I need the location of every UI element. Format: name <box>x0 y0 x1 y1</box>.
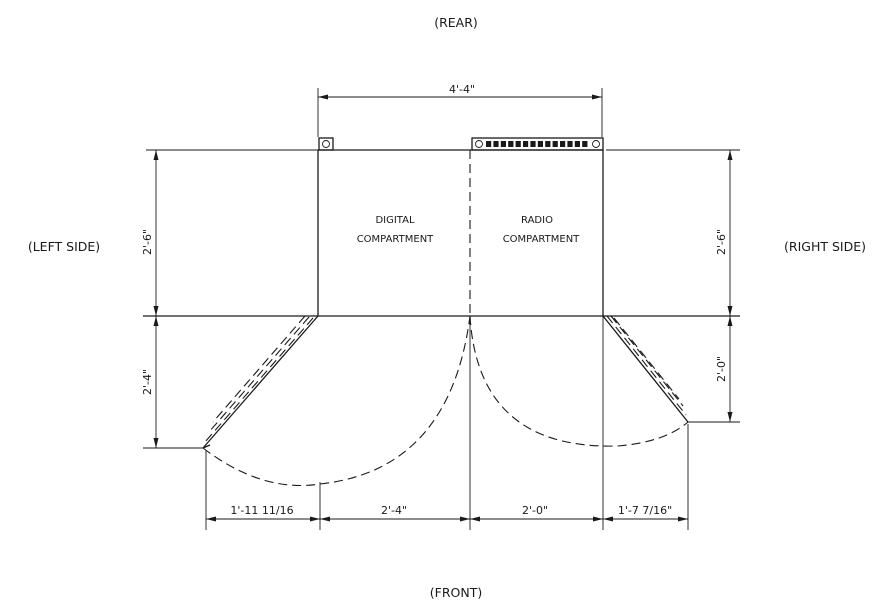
bottom-dim-4: 1'-7 7/16" <box>618 504 672 517</box>
left-door-depth-text: 2'-4" <box>141 369 154 395</box>
terminal-cell <box>582 141 588 147</box>
terminal-cell <box>560 141 566 147</box>
radio-compartment-line2: COMPARTMENT <box>503 234 580 245</box>
terminal-cell <box>530 141 536 147</box>
overall-width-dimension: 4'-4" <box>317 83 603 137</box>
right-door-swing-arc <box>469 315 689 447</box>
left-door-swing-arc <box>202 315 471 487</box>
right-door-depth-dimension: 2'-0" <box>715 316 733 422</box>
terminal-cell <box>523 141 529 147</box>
digital-compartment-line1: DIGITAL <box>375 215 415 226</box>
terminal-cell <box>500 141 506 147</box>
left-depth-text: 2'-6" <box>141 229 154 255</box>
terminal-cell <box>515 141 521 147</box>
terminal-cell <box>574 141 580 147</box>
bottom-dim-1: 1'-11 11/16 <box>230 504 293 517</box>
left-door <box>202 315 319 449</box>
front-label: (FRONT) <box>430 585 482 600</box>
terminal-cell <box>486 141 492 147</box>
terminal-cell <box>545 141 551 147</box>
terminal-cell <box>567 141 573 147</box>
bottom-dim-2: 2'-4" <box>381 504 407 517</box>
left-connector-block <box>318 137 334 151</box>
left-door-depth-dimension: 2'-4" <box>141 316 159 448</box>
bottom-dim-3: 2'-0" <box>522 504 548 517</box>
terminal-cell <box>493 141 499 147</box>
right-depth-dimension: 2'-6" <box>715 150 733 316</box>
right-side-label: (RIGHT SIDE) <box>784 239 866 254</box>
left-side-label: (LEFT SIDE) <box>28 239 100 254</box>
overall-width-text: 4'-4" <box>449 83 475 96</box>
right-door <box>602 315 689 423</box>
terminal-cell <box>537 141 543 147</box>
rear-label: (REAR) <box>434 15 478 30</box>
bottom-dimension-chain: 1'-11 11/16 2'-4" 2'-0" 1'-7 7/16" <box>205 316 689 530</box>
digital-compartment-line2: COMPARTMENT <box>357 234 434 245</box>
terminal-cell <box>552 141 558 147</box>
cabinet-body <box>317 149 604 316</box>
terminal-cell <box>508 141 514 147</box>
right-depth-text: 2'-6" <box>715 229 728 255</box>
right-door-depth-text: 2'-0" <box>715 356 728 382</box>
radio-compartment-line1: RADIO <box>521 215 553 226</box>
terminal-strip <box>471 137 604 151</box>
left-depth-dimension: 2'-6" <box>141 150 159 316</box>
